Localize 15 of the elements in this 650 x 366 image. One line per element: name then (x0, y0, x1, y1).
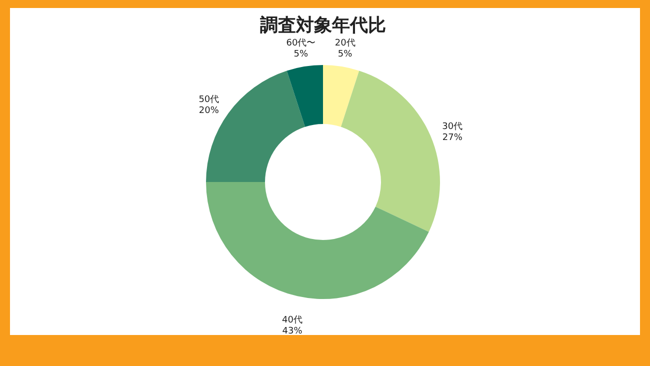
donut-slice (340, 70, 440, 232)
slice-label: 60代〜 (286, 38, 316, 49)
slice-label: 40代 (282, 314, 302, 326)
data-label: 43% (282, 326, 303, 337)
data-label: 5% (294, 50, 309, 60)
data-label: 27% (442, 133, 463, 143)
slice-label: 30代 (442, 121, 463, 132)
donut-slice (206, 182, 429, 299)
donut-slice (323, 65, 360, 127)
data-label: 5% (338, 50, 353, 60)
slice-label: 20代 (334, 38, 356, 49)
data-label: 20% (198, 106, 220, 116)
chart-title: 調査対象年代比 (260, 15, 386, 36)
slice-label: 50代 (198, 94, 220, 106)
donut-slice (286, 65, 323, 127)
